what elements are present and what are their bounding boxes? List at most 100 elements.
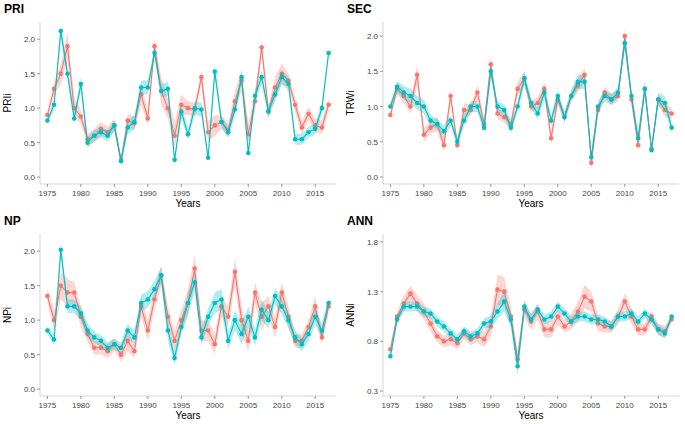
point (495, 287, 500, 292)
y-tick-label: 2.0 (367, 32, 379, 41)
x-label: Years (175, 410, 200, 421)
y-tick-label: 1.0 (24, 104, 36, 113)
point (582, 80, 587, 85)
point (569, 94, 574, 99)
point (616, 314, 621, 319)
point (636, 319, 641, 324)
y-tick (37, 354, 40, 355)
point (602, 94, 607, 99)
point (192, 280, 197, 285)
point (669, 111, 674, 116)
point (206, 314, 211, 319)
point (629, 94, 634, 99)
point (435, 334, 440, 339)
point (239, 75, 244, 80)
point (408, 304, 413, 309)
x-tick-label: 2015 (306, 401, 324, 410)
x-tick-label: 1995 (515, 189, 533, 198)
point (555, 304, 560, 309)
point (306, 130, 311, 135)
point (589, 317, 594, 322)
point (622, 41, 627, 46)
x-tick-label: 2005 (239, 189, 257, 198)
series-line (47, 31, 328, 161)
point (159, 89, 164, 94)
ribbon (390, 29, 671, 169)
x-tick (457, 396, 458, 399)
x-label: Years (175, 198, 200, 209)
point (422, 309, 427, 314)
x-tick-label: 1995 (172, 189, 190, 198)
ribbon (390, 36, 671, 161)
point (549, 327, 554, 332)
point (273, 294, 278, 299)
point (428, 321, 433, 326)
x-tick (214, 396, 215, 399)
panel: SECTRWiYears0.00.51.01.52.01975198019851… (345, 2, 679, 209)
point (515, 87, 520, 92)
plot-area (388, 29, 674, 169)
point (489, 319, 494, 324)
point (266, 109, 271, 114)
point (72, 304, 77, 309)
point (422, 309, 427, 314)
x-axis (383, 184, 679, 185)
point (669, 314, 674, 319)
y-label: NPi (2, 307, 13, 323)
point (58, 29, 63, 34)
point (395, 85, 400, 90)
panel-title: SEC (347, 2, 372, 16)
x-tick (591, 184, 592, 187)
y-tick (380, 36, 383, 37)
x-tick (490, 396, 491, 399)
x-tick-label: 2010 (273, 189, 291, 198)
x-tick-label: 2000 (206, 189, 224, 198)
point (52, 102, 57, 107)
y-tick (37, 251, 40, 252)
plot-area (45, 24, 331, 165)
x-tick-label: 1980 (72, 401, 90, 410)
point (609, 97, 614, 102)
x-tick (390, 396, 391, 399)
point (515, 364, 520, 369)
y-tick (37, 142, 40, 143)
x-tick (591, 396, 592, 399)
y-tick (37, 177, 40, 178)
series-line (390, 302, 671, 367)
x-tick-label: 1985 (448, 189, 466, 198)
point (489, 69, 494, 74)
ribbon (47, 32, 328, 163)
y-tick (37, 285, 40, 286)
x-tick (80, 184, 81, 187)
point (388, 104, 393, 109)
point (99, 339, 104, 344)
x-tick-label: 2010 (616, 401, 634, 410)
point (562, 115, 567, 120)
point (589, 299, 594, 304)
point (656, 327, 661, 332)
y-tick (380, 176, 383, 177)
y-tick-label: 0.5 (24, 351, 36, 360)
x-tick-label: 1990 (482, 189, 500, 198)
y-tick (380, 106, 383, 107)
point (448, 94, 453, 99)
point (112, 123, 117, 128)
y-tick (380, 141, 383, 142)
point (239, 332, 244, 337)
point (448, 331, 453, 336)
point (589, 155, 594, 160)
point (166, 328, 171, 333)
ribbon (47, 243, 328, 365)
point (622, 314, 627, 319)
y-tick (37, 108, 40, 109)
point (602, 319, 607, 324)
point (576, 314, 581, 319)
x-tick (423, 184, 424, 187)
point (609, 324, 614, 329)
point (455, 139, 460, 144)
x-tick-label: 1975 (381, 189, 399, 198)
y-tick-label: 1.5 (367, 67, 379, 76)
point (395, 317, 400, 322)
x-tick-label: 2000 (206, 401, 224, 410)
point (300, 342, 305, 347)
